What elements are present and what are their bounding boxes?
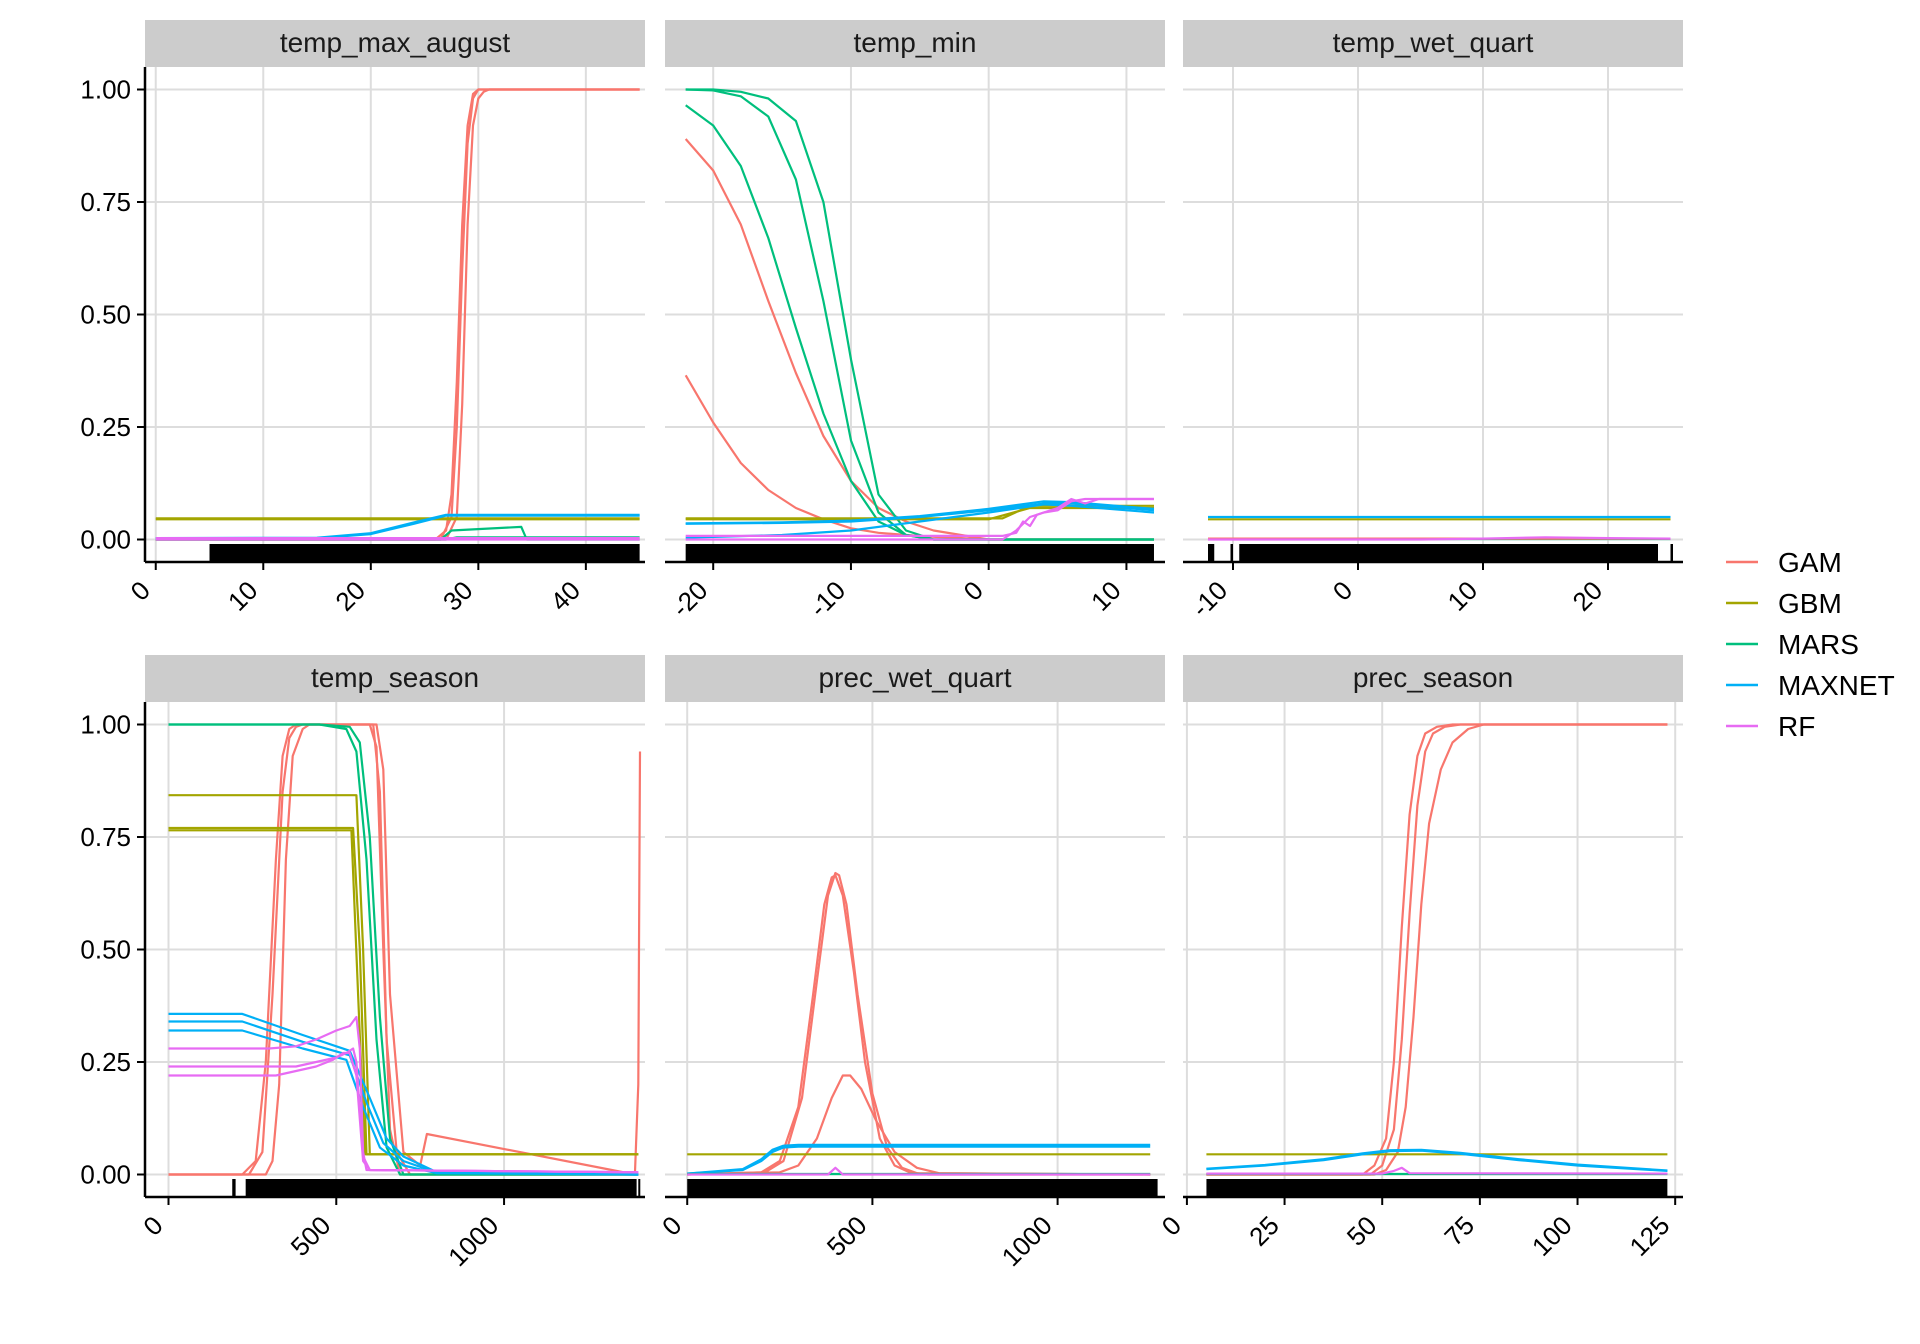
rug-marks (685, 544, 1154, 562)
series-line-GAM (1206, 723, 1668, 1176)
series-line-GBM (168, 829, 639, 1156)
y-tick-label: 0.00 (80, 525, 131, 555)
series-line-MAXNET (687, 1143, 1151, 1175)
rug-marks (1239, 544, 1658, 562)
y-tick-label: 1.00 (80, 710, 131, 740)
legend-label: GBM (1778, 588, 1842, 619)
panel-strip (145, 20, 645, 67)
series-line-GAM (1206, 723, 1668, 1176)
rug-marks (1230, 544, 1233, 562)
y-tick-label: 0.50 (80, 935, 131, 965)
panel-strip (1183, 20, 1683, 67)
legend-label: RF (1778, 711, 1815, 742)
panel-title: temp_min (854, 27, 977, 58)
rug-marks (1208, 544, 1215, 562)
panel-title: prec_wet_quart (818, 662, 1011, 693)
legend-item-MAXNET: MAXNET (1726, 670, 1895, 701)
legend-item-GBM: GBM (1726, 588, 1842, 619)
rug-marks (1206, 1179, 1668, 1197)
y-tick-label: 1.00 (80, 75, 131, 105)
legend-label: GAM (1778, 547, 1842, 578)
legend-label: MARS (1778, 629, 1859, 660)
rug-marks (232, 1179, 236, 1197)
legend-item-GAM: GAM (1726, 547, 1842, 578)
y-tick-label: 0.75 (80, 822, 131, 852)
panel-title: prec_season (1353, 662, 1513, 693)
series-line-GAM (155, 88, 640, 541)
series-line-GAM (155, 88, 640, 541)
panel-title: temp_max_august (280, 27, 511, 58)
series-line-GAM (168, 723, 642, 1176)
series-line-MAXNET (1206, 1148, 1668, 1172)
legend-label: MAXNET (1778, 670, 1895, 701)
y-tick-label: 0.50 (80, 300, 131, 330)
legend: GAM GBM MARS MAXNET RF (1726, 547, 1895, 742)
series-line-GAM (684, 374, 1154, 541)
series-line-GAM (168, 723, 639, 1176)
panel-strip (1183, 655, 1683, 702)
panel-strip (665, 20, 1165, 67)
legend-item-MARS: MARS (1726, 629, 1859, 660)
y-tick-label: 0.00 (80, 1160, 131, 1190)
rug-marks (687, 1179, 1158, 1197)
series-line-GAM (687, 1074, 1151, 1176)
y-tick-label: 0.25 (80, 412, 131, 442)
panel-title: temp_season (311, 662, 479, 693)
panel-title: temp_wet_quart (1333, 27, 1534, 58)
series-line-MAXNET (168, 1012, 639, 1176)
series-line-MARS (168, 723, 639, 1176)
y-tick-label: 0.25 (80, 1047, 131, 1077)
panel-temp_wet_quart: temp_wet_quart-10 0 10 20 (1183, 20, 1683, 623)
series-line-RF (168, 1051, 639, 1174)
series-line-GAM (687, 871, 1151, 1176)
series-line-MAXNET (168, 1020, 639, 1176)
series-line-GAM (1206, 723, 1668, 1176)
panel-strip (665, 655, 1165, 702)
rug-marks (638, 1179, 641, 1197)
series-line-RF (687, 1166, 1151, 1176)
series-line-RF (1206, 1166, 1668, 1175)
y-tick-label: 0.75 (80, 187, 131, 217)
panel-strip (145, 655, 645, 702)
legend-item-RF: RF (1726, 711, 1815, 742)
rug-marks (1670, 544, 1673, 562)
series-line-RF (685, 497, 1154, 541)
series-line-GAM (168, 723, 639, 1176)
series-line-RF (1208, 536, 1671, 541)
rug-marks (245, 1179, 637, 1197)
rug-marks (209, 544, 640, 562)
